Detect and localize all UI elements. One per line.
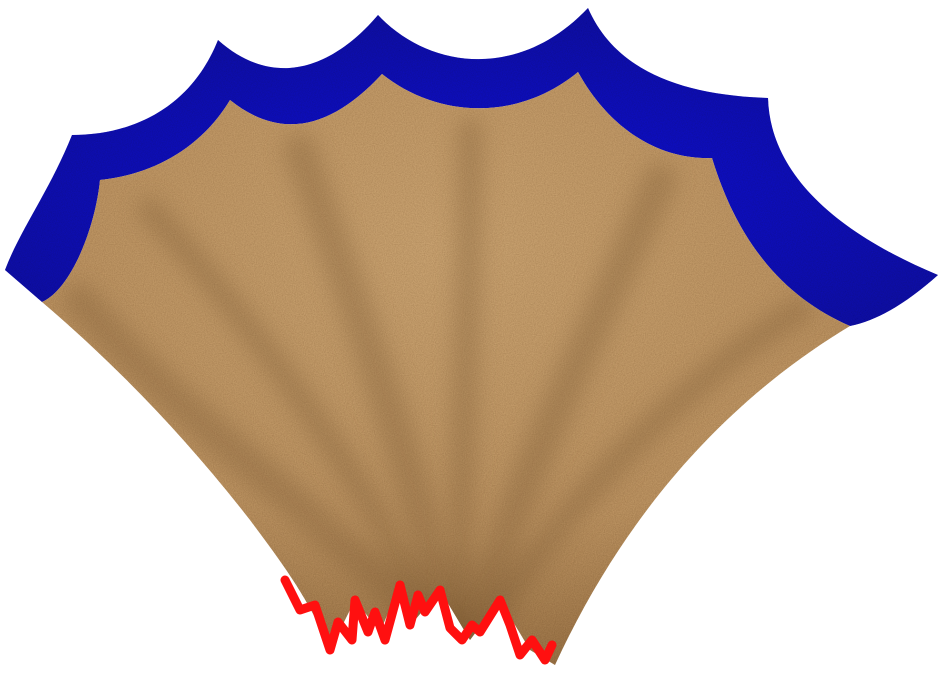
fabric-body xyxy=(42,72,850,665)
fold-shadow xyxy=(467,297,813,653)
fold-shadow xyxy=(447,117,483,653)
red-zigzag-fringe xyxy=(280,575,557,665)
fold-shadow xyxy=(283,133,467,657)
fold-shadow xyxy=(63,283,447,647)
fabric-folds xyxy=(63,117,813,657)
fold-shadow xyxy=(453,163,677,657)
fold-shadow xyxy=(137,197,453,653)
blue-scalloped-border xyxy=(5,8,938,326)
